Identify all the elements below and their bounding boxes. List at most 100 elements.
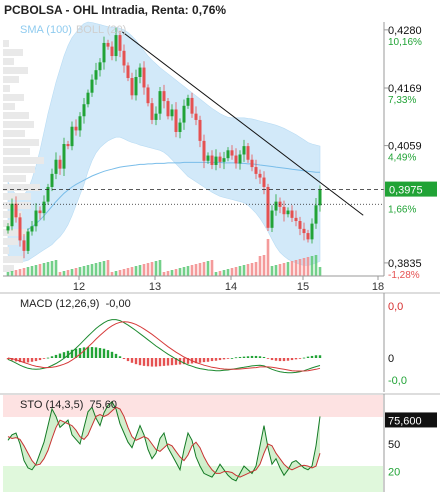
macd-histogram-bar bbox=[138, 358, 142, 366]
price-tick-label: 0,3835 bbox=[388, 258, 422, 270]
macd-histogram-bar bbox=[90, 347, 94, 358]
volume-bar bbox=[58, 272, 62, 276]
volume-profile-bar bbox=[3, 49, 23, 56]
candle-body bbox=[186, 97, 190, 106]
volume-bars bbox=[6, 239, 322, 276]
candle-body bbox=[158, 91, 162, 114]
time-tick-label: 14 bbox=[225, 281, 237, 293]
candle-body bbox=[134, 76, 138, 96]
volume-bar bbox=[114, 271, 118, 276]
volume-bar bbox=[90, 264, 94, 276]
candle-body bbox=[154, 113, 158, 120]
macd-histogram-bar bbox=[62, 352, 66, 358]
macd-histogram-bar bbox=[126, 358, 130, 362]
macd-histogram-bar bbox=[174, 358, 178, 365]
candle-body bbox=[34, 210, 38, 227]
macd-histogram-bar bbox=[30, 358, 34, 362]
macd-histogram-bar bbox=[202, 358, 206, 363]
candle-body bbox=[66, 144, 70, 147]
macd-histogram-bar bbox=[26, 358, 30, 363]
volume-bar bbox=[206, 261, 210, 276]
volume-bar bbox=[14, 270, 18, 276]
candle-body bbox=[202, 140, 206, 161]
price-tick-label: 0,4280 bbox=[388, 25, 422, 37]
macd-histogram-bar bbox=[122, 358, 126, 360]
volume-bar bbox=[78, 267, 82, 276]
candle-body bbox=[262, 177, 266, 187]
sma-line bbox=[7, 161, 320, 233]
volume-bar bbox=[278, 264, 282, 276]
volume-bar bbox=[106, 260, 110, 276]
volume-profile-bar bbox=[3, 67, 28, 74]
macd-histogram-bar bbox=[218, 358, 222, 361]
macd-legend: MACD (12,26,9) -0,00 bbox=[20, 298, 131, 310]
candle-body bbox=[130, 78, 134, 96]
candle-body bbox=[110, 46, 114, 57]
macd-tick-label: 0,0 bbox=[388, 301, 403, 313]
macd-panel: 0,0 0 -0,0 bbox=[6, 301, 407, 387]
macd-histogram-bar bbox=[302, 357, 306, 359]
candle-body bbox=[162, 91, 166, 102]
volume-bar bbox=[314, 255, 318, 276]
volume-bar bbox=[214, 272, 218, 276]
volume-bar bbox=[286, 262, 290, 276]
candle-body bbox=[174, 109, 178, 132]
candle-body bbox=[142, 67, 146, 88]
volume-bar bbox=[102, 261, 106, 276]
macd-histogram-bar bbox=[158, 358, 162, 367]
macd-histogram-bar bbox=[38, 358, 42, 361]
macd-histogram-bar bbox=[298, 358, 302, 359]
macd-histogram-bar bbox=[82, 347, 86, 358]
macd-histogram-bar bbox=[70, 349, 74, 358]
candle-body bbox=[214, 156, 218, 165]
sto-overbought-zone bbox=[3, 395, 383, 417]
macd-histogram-bar bbox=[110, 351, 114, 358]
volume-bar bbox=[242, 265, 246, 276]
macd-histogram-bar bbox=[150, 358, 154, 367]
macd-histogram-bar bbox=[102, 348, 106, 358]
volume-bar bbox=[50, 261, 54, 276]
macd-histogram-bar bbox=[282, 358, 286, 362]
candle-body bbox=[206, 155, 210, 161]
macd-histogram-bar bbox=[154, 358, 158, 367]
candle-body bbox=[210, 155, 214, 165]
macd-histogram-bar bbox=[294, 358, 298, 360]
candle-body bbox=[38, 210, 42, 214]
sto-tick-label: 50 bbox=[388, 439, 400, 451]
volume-profile-bar bbox=[3, 130, 25, 137]
macd-histogram-bar bbox=[74, 348, 78, 358]
price-tick-label: 0,4059 bbox=[388, 141, 422, 153]
candle-body bbox=[254, 167, 258, 174]
macd-histogram-bar bbox=[142, 358, 146, 366]
candle-body bbox=[182, 105, 186, 123]
volume-profile-bar bbox=[3, 193, 31, 200]
candle-body bbox=[54, 159, 58, 174]
candle-body bbox=[198, 119, 202, 141]
volume-bar bbox=[126, 268, 130, 276]
volume-profile-bar bbox=[3, 76, 19, 83]
candle-body bbox=[90, 79, 94, 93]
macd-histogram-bar bbox=[58, 353, 62, 358]
candle-body bbox=[26, 231, 30, 251]
macd-histogram-bar bbox=[214, 358, 218, 361]
macd-histogram-bar bbox=[222, 358, 226, 360]
candle-body bbox=[42, 201, 46, 214]
volume-bar bbox=[230, 268, 234, 276]
price-tick-label: 0,4169 bbox=[388, 83, 422, 95]
candle-body bbox=[126, 65, 130, 79]
volume-profile-bar bbox=[3, 58, 14, 65]
volume-bar bbox=[250, 263, 254, 276]
volume-bar bbox=[134, 266, 138, 276]
volume-bar bbox=[238, 266, 242, 276]
volume-bar bbox=[46, 262, 50, 276]
time-tick-label: 15 bbox=[297, 281, 309, 293]
volume-profile-bar bbox=[3, 265, 14, 272]
volume-bar bbox=[274, 265, 278, 276]
volume-bar bbox=[174, 269, 178, 276]
volume-bar bbox=[298, 259, 302, 276]
boll-band-area bbox=[7, 21, 321, 266]
macd-histogram-bar bbox=[254, 355, 258, 358]
macd-line bbox=[7, 319, 321, 374]
sto-tick-label: 75,600 bbox=[388, 415, 422, 427]
